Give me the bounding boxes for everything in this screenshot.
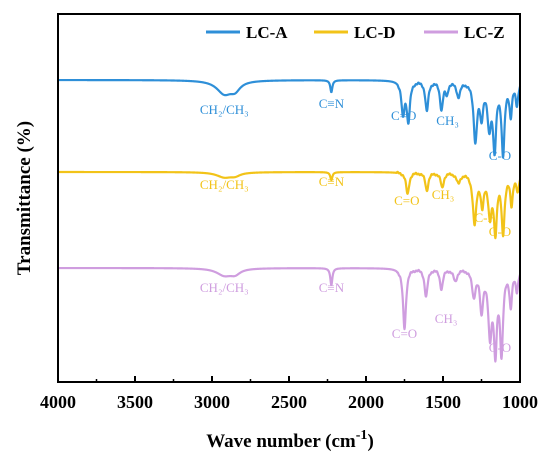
x-tick-label: 1000: [502, 392, 538, 412]
x-axis-title: Wave number (cm-1): [206, 428, 374, 452]
peak-annotation: CH₃: [436, 113, 459, 128]
peak-annotation: C-F: [474, 210, 494, 225]
peak-annotation: C≡N: [319, 174, 345, 189]
x-tick-label: 3500: [117, 392, 153, 412]
series-line-lc-a: [57, 78, 522, 159]
peak-annotation: CH₂/CH₃: [200, 177, 249, 192]
legend-label-lc-d: LC-D: [354, 23, 396, 42]
x-axis: 4000 3500 3000 2500 2000 1500 1000: [40, 376, 538, 412]
x-tick-label: 4000: [40, 392, 76, 412]
peak-annotation: C=O: [394, 193, 419, 208]
x-tick-label: 1500: [425, 392, 461, 412]
peak-annotation: C=O: [392, 326, 417, 341]
series-line-lc-d: [57, 170, 522, 240]
peak-annotation: C-O: [489, 224, 511, 239]
legend-label-lc-z: LC-Z: [464, 23, 505, 42]
peak-annotation: CH₃: [435, 311, 458, 326]
x-tick-label: 3000: [194, 392, 230, 412]
legend-label-lc-a: LC-A: [246, 23, 288, 42]
peak-annotation: C=O: [391, 108, 416, 123]
x-tick-label: 2000: [348, 392, 384, 412]
x-axis-title-superscript: -1: [356, 428, 368, 443]
y-axis-title: Transmittance (%): [14, 121, 35, 275]
peak-annotation: C≡N: [319, 280, 345, 295]
peak-annotation: CH₂/CH₃: [200, 280, 249, 295]
peak-annotation: C-O: [489, 340, 511, 355]
legend: LC-A LC-D LC-Z: [206, 23, 505, 42]
peak-annotation: CH₃: [432, 187, 455, 202]
x-tick-label: 2500: [271, 392, 307, 412]
peak-annotation: CH₂/CH₃: [200, 102, 249, 117]
peak-annotation: C≡N: [319, 96, 345, 111]
series-line-lc-z: [57, 266, 522, 363]
peak-annotation: C-O: [489, 148, 511, 163]
